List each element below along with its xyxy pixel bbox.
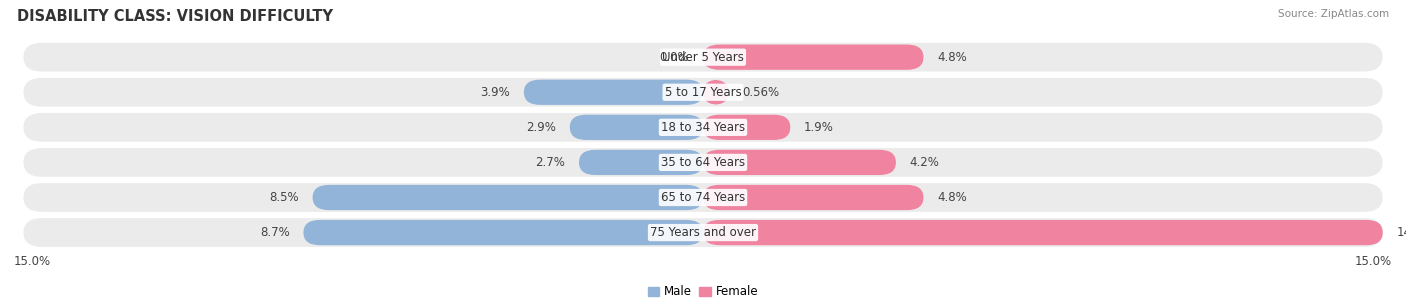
FancyBboxPatch shape	[24, 113, 1382, 142]
Text: 2.7%: 2.7%	[536, 156, 565, 169]
FancyBboxPatch shape	[24, 148, 1382, 177]
FancyBboxPatch shape	[569, 115, 703, 140]
Text: 4.2%: 4.2%	[910, 156, 939, 169]
Legend: Male, Female: Male, Female	[643, 281, 763, 303]
FancyBboxPatch shape	[703, 150, 896, 175]
FancyBboxPatch shape	[703, 185, 924, 210]
Text: 35 to 64 Years: 35 to 64 Years	[661, 156, 745, 169]
Text: DISABILITY CLASS: VISION DIFFICULTY: DISABILITY CLASS: VISION DIFFICULTY	[17, 9, 333, 24]
Text: 4.8%: 4.8%	[938, 191, 967, 204]
FancyBboxPatch shape	[24, 78, 1382, 107]
Text: 15.0%: 15.0%	[14, 255, 51, 268]
Text: Source: ZipAtlas.com: Source: ZipAtlas.com	[1278, 9, 1389, 19]
FancyBboxPatch shape	[703, 115, 790, 140]
Text: 3.9%: 3.9%	[481, 86, 510, 99]
Text: 15.0%: 15.0%	[1355, 255, 1392, 268]
FancyBboxPatch shape	[24, 218, 1382, 247]
Text: 0.0%: 0.0%	[659, 51, 689, 64]
Text: 4.8%: 4.8%	[938, 51, 967, 64]
FancyBboxPatch shape	[312, 185, 703, 210]
FancyBboxPatch shape	[703, 220, 1382, 245]
FancyBboxPatch shape	[703, 80, 728, 105]
FancyBboxPatch shape	[703, 45, 924, 70]
Text: 65 to 74 Years: 65 to 74 Years	[661, 191, 745, 204]
Text: 5 to 17 Years: 5 to 17 Years	[665, 86, 741, 99]
Text: 0.56%: 0.56%	[742, 86, 779, 99]
Text: Under 5 Years: Under 5 Years	[662, 51, 744, 64]
Text: 8.7%: 8.7%	[260, 226, 290, 239]
Text: 18 to 34 Years: 18 to 34 Years	[661, 121, 745, 134]
FancyBboxPatch shape	[524, 80, 703, 105]
Text: 1.9%: 1.9%	[804, 121, 834, 134]
Text: 75 Years and over: 75 Years and over	[650, 226, 756, 239]
FancyBboxPatch shape	[579, 150, 703, 175]
Text: 8.5%: 8.5%	[269, 191, 299, 204]
Text: 14.8%: 14.8%	[1396, 226, 1406, 239]
FancyBboxPatch shape	[304, 220, 703, 245]
Text: 2.9%: 2.9%	[526, 121, 555, 134]
FancyBboxPatch shape	[24, 183, 1382, 212]
FancyBboxPatch shape	[24, 43, 1382, 72]
